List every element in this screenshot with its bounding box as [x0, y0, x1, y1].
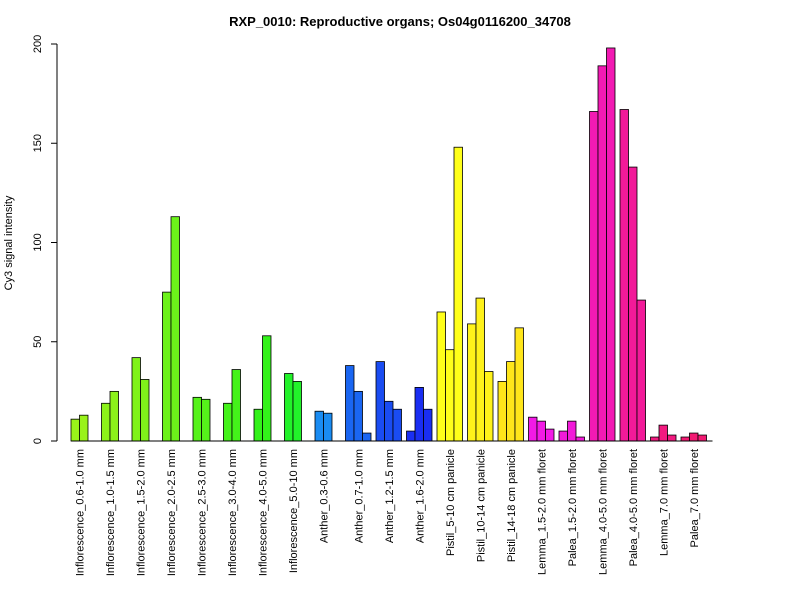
x-tick-label: Anther_0.3-0.6 mm [319, 449, 331, 543]
bar [423, 408, 433, 442]
bar [475, 297, 485, 442]
x-tick-label: Pistil_5-10 cm panicle [445, 449, 457, 556]
y-tick-label: 200 [32, 35, 44, 53]
bar [545, 428, 555, 442]
bar [384, 400, 394, 442]
x-tick-label: Anther_1.6-2.0 mm [414, 449, 426, 543]
bar [606, 47, 616, 442]
bar [253, 408, 263, 442]
x-tick-label: Palea_1.5-2.0 mm floret [567, 449, 579, 566]
bar [284, 373, 294, 442]
bar [453, 146, 463, 442]
bar [406, 430, 416, 442]
bars [70, 47, 707, 442]
bar [101, 402, 111, 442]
bar [323, 412, 333, 442]
x-tick-label: Pistil_14-18 cm panicle [506, 449, 518, 562]
bar [392, 408, 402, 442]
y-tick-label: 150 [32, 134, 44, 152]
bar [445, 349, 455, 442]
bar [131, 357, 141, 442]
bar [162, 291, 172, 442]
x-tick-label: Inflorescence_2.5-3.0 mm [197, 449, 209, 576]
x-tick-label: Inflorescence_2.0-2.5 mm [166, 449, 178, 576]
x-tick-label: Inflorescence_3.0-4.0 mm [227, 449, 239, 576]
x-tick-label: Inflorescence_5.0-10 mm [288, 449, 300, 573]
bar [558, 430, 568, 442]
bar [636, 299, 646, 442]
bar [514, 327, 524, 442]
y-axis-label: Cy3 signal intensity [3, 195, 15, 290]
bar [680, 436, 690, 442]
bar [414, 387, 424, 442]
bar [467, 323, 477, 442]
bar [536, 420, 546, 442]
chart-title: RXP_0010: Reproductive organs; Os04g0116… [229, 14, 571, 29]
bar [658, 424, 668, 442]
x-tick-label: Pistil_10-14 cm panicle [475, 449, 487, 562]
bar [140, 379, 150, 442]
x-tick-label: Palea_7.0 mm floret [689, 449, 701, 547]
bar [436, 311, 446, 442]
x-tick-label: Anther_1.2-1.5 mm [384, 449, 396, 543]
bar [697, 434, 707, 442]
y-tick-label: 0 [32, 438, 44, 444]
x-tick-label: Inflorescence_4.0-5.0 mm [258, 449, 270, 576]
x-tick-label: Anther_0.7-1.0 mm [353, 449, 365, 543]
bar [689, 432, 699, 442]
x-tick-label: Inflorescence_1.5-2.0 mm [136, 449, 148, 576]
bar [667, 434, 677, 442]
x-tick-label: Palea_4.0-5.0 mm floret [628, 449, 640, 566]
bar [314, 410, 324, 442]
y-tick-label: 50 [32, 336, 44, 348]
y-tick-label: 100 [32, 233, 44, 251]
bar [597, 65, 607, 442]
y-axis: 0 50 100 150 200 [32, 35, 58, 444]
bar [109, 390, 119, 442]
x-tick-label: Lemma_4.0-5.0 mm floret [597, 449, 609, 575]
x-tick-label: Inflorescence_0.6-1.0 mm [75, 449, 87, 576]
x-tick-label: Lemma_1.5-2.0 mm floret [536, 449, 548, 575]
bar [375, 361, 385, 442]
x-tick-label: Inflorescence_1.0-1.5 mm [105, 449, 117, 576]
bar [170, 216, 180, 442]
bar [506, 361, 516, 442]
bar [353, 390, 363, 442]
bar [575, 436, 585, 442]
bar [567, 420, 577, 442]
bar [362, 432, 372, 442]
bar [231, 369, 241, 442]
bar [262, 335, 272, 442]
bar [345, 365, 355, 442]
x-axis-labels: Inflorescence_0.6-1.0 mm Inflorescence_1.… [75, 449, 701, 576]
bar [70, 418, 80, 442]
bar [223, 402, 233, 442]
bar [79, 414, 89, 442]
x-tick-label: Lemma_7.0 mm floret [658, 449, 670, 556]
bar [484, 371, 494, 442]
bar [589, 111, 599, 442]
bar [619, 109, 629, 442]
bar [292, 381, 302, 442]
bar [650, 436, 660, 442]
bar [201, 398, 211, 442]
bar [628, 166, 638, 442]
bar [497, 381, 507, 442]
bar [528, 416, 538, 442]
bar [192, 396, 202, 442]
